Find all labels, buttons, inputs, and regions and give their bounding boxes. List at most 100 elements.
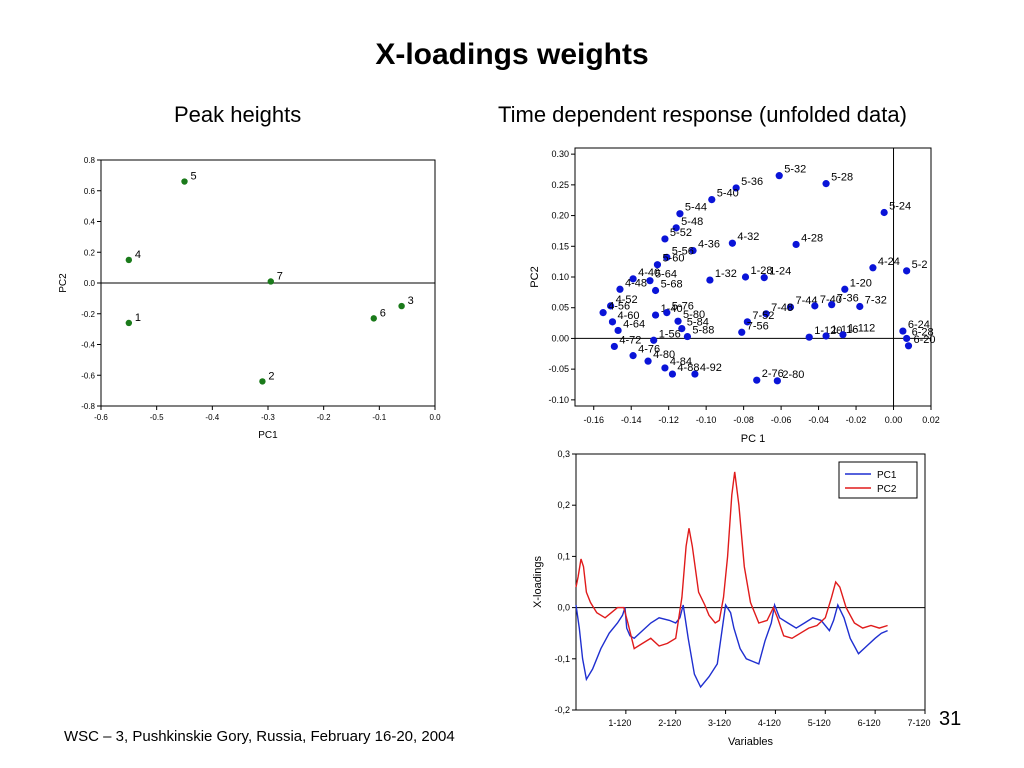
data-point-label: 4-48 [625, 277, 647, 289]
x-loadings-line-chart: 1-120 2-120 3-120 4-120 5-120 6-120 7-120 -0,2 -… [532, 449, 931, 748]
plot-frame [575, 453, 926, 711]
x-tick-label: 2-120 [658, 718, 681, 728]
data-point-label: 5-88 [692, 325, 714, 337]
data-point-label: 7 [277, 270, 283, 282]
data-point [689, 246, 697, 255]
data-point [760, 274, 768, 282]
data-point [678, 325, 686, 333]
y-tick-label: -0,2 [554, 705, 570, 715]
y-tick-label: 0.30 [551, 149, 569, 159]
data-point [629, 352, 637, 360]
data-point-label: 6 [380, 307, 386, 319]
data-point [899, 327, 907, 335]
series-line-pc1 [575, 602, 888, 689]
data-point [661, 235, 669, 243]
y-axis-label: PC2 [529, 266, 541, 287]
x-tick-label: 3-120 [708, 718, 731, 728]
y-tick-label: 0.6 [84, 187, 96, 196]
data-point [903, 267, 911, 275]
data-point-label: 6-20 [914, 334, 936, 346]
x-tick-label: -0.08 [733, 415, 754, 425]
data-point-label: 1-32 [715, 268, 737, 280]
data-point-label: 5-60 [662, 253, 684, 265]
footer-text: WSC – 3, Pushkinskie Gory, Russia, Febru… [64, 728, 455, 745]
data-point-label: 4-24 [878, 256, 900, 268]
data-point [732, 184, 740, 192]
data-point-label: 4 [135, 249, 141, 261]
y-tick-label: -0.8 [81, 402, 95, 411]
x-tick-label: 4-120 [758, 718, 781, 728]
data-point-label: 1 [135, 312, 141, 324]
slide-title: X-loadings weights [375, 38, 649, 71]
data-point [651, 311, 660, 319]
x-tick-label: -0.16 [583, 415, 604, 425]
time-response-scatter-chart: -0.16 -0.14 -0.12 -0.10 -0.08 -0.06 -0.04 -0.02… [529, 147, 940, 445]
data-point-label: 5-32 [784, 164, 806, 176]
x-tick-label: -0.4 [205, 413, 219, 422]
data-point-label: 1-28 [751, 265, 773, 277]
data-point [610, 342, 618, 351]
data-point-label: 1-24 [769, 266, 791, 278]
data-point-label: 4-32 [737, 231, 759, 243]
data-point [811, 302, 819, 310]
x-tick-label: -0.3 [261, 413, 275, 422]
x-tick-label: -0.1 [372, 413, 386, 422]
left-panel-heading: Peak heights [174, 102, 302, 127]
data-point-label: 4-76 [638, 344, 660, 356]
y-tick-label: -0.10 [548, 395, 569, 405]
x-tick-label: 1-120 [608, 718, 631, 728]
data-point [125, 319, 133, 327]
x-tick-label: -0.02 [846, 415, 867, 425]
data-point [259, 378, 266, 385]
y-tick-label: 0.00 [551, 333, 569, 343]
data-point-label: 4-60 [617, 310, 639, 322]
data-point [672, 224, 680, 232]
data-point-label: 2 [268, 370, 274, 382]
y-tick-label: 0.20 [551, 211, 569, 221]
data-point [753, 376, 761, 384]
data-point [691, 370, 699, 378]
data-point-label: 1-56 [659, 328, 681, 340]
data-point-label: 2-76 [762, 368, 784, 380]
data-point-label: 4-36 [698, 239, 720, 251]
data-point [668, 370, 677, 378]
data-point-label: 4-80 [653, 349, 675, 361]
data-point [599, 309, 607, 317]
data-point-label: 5-80 [683, 309, 705, 321]
x-tick-label: 0.00 [885, 415, 903, 425]
right-panel-heading: Time dependent response (unfolded data) [498, 102, 907, 127]
data-point-label: 7-56 [747, 320, 769, 332]
data-point [762, 310, 770, 318]
data-point-label: 4-56 [608, 301, 630, 313]
data-point-label: 4-28 [801, 232, 823, 244]
data-point [646, 277, 654, 285]
y-tick-label: -0,1 [554, 654, 570, 664]
y-tick-label: 0.10 [551, 272, 569, 282]
data-point-label: 5-40 [717, 188, 739, 200]
data-point [398, 302, 405, 310]
y-tick-label: 0,1 [557, 551, 570, 561]
x-tick-label: -0.5 [150, 413, 164, 422]
data-point [880, 208, 888, 217]
data-point [629, 275, 637, 283]
y-tick-label: 0,2 [557, 500, 570, 510]
y-tick-label: 0.4 [84, 218, 96, 227]
y-tick-label: 0,0 [557, 603, 570, 613]
data-point-label: 7-48 [771, 302, 793, 314]
data-point-label: 5-56 [672, 245, 694, 257]
y-tick-label: -0.4 [81, 341, 95, 350]
data-point [856, 302, 864, 311]
x-tick-label: 7-120 [907, 718, 930, 728]
data-point-label: 5-24 [889, 201, 911, 213]
data-point-label: 4-40 [638, 267, 660, 279]
peak-heights-scatter-chart: -0.6 -0.5 -0.4 -0.3 -0.2 -0.1 0.0 -0.8 -0.6 -0.4 -… [58, 156, 441, 441]
y-tick-label: 0.8 [84, 156, 96, 165]
data-point-label: 5-44 [685, 202, 707, 214]
series-line-pc2 [575, 471, 888, 650]
data-point-label: 5 [191, 171, 197, 183]
data-point-label: 5-28 [831, 172, 853, 184]
y-tick-label: 0.2 [84, 248, 96, 257]
data-point [706, 276, 714, 284]
data-point [608, 318, 617, 326]
data-point [674, 317, 682, 325]
